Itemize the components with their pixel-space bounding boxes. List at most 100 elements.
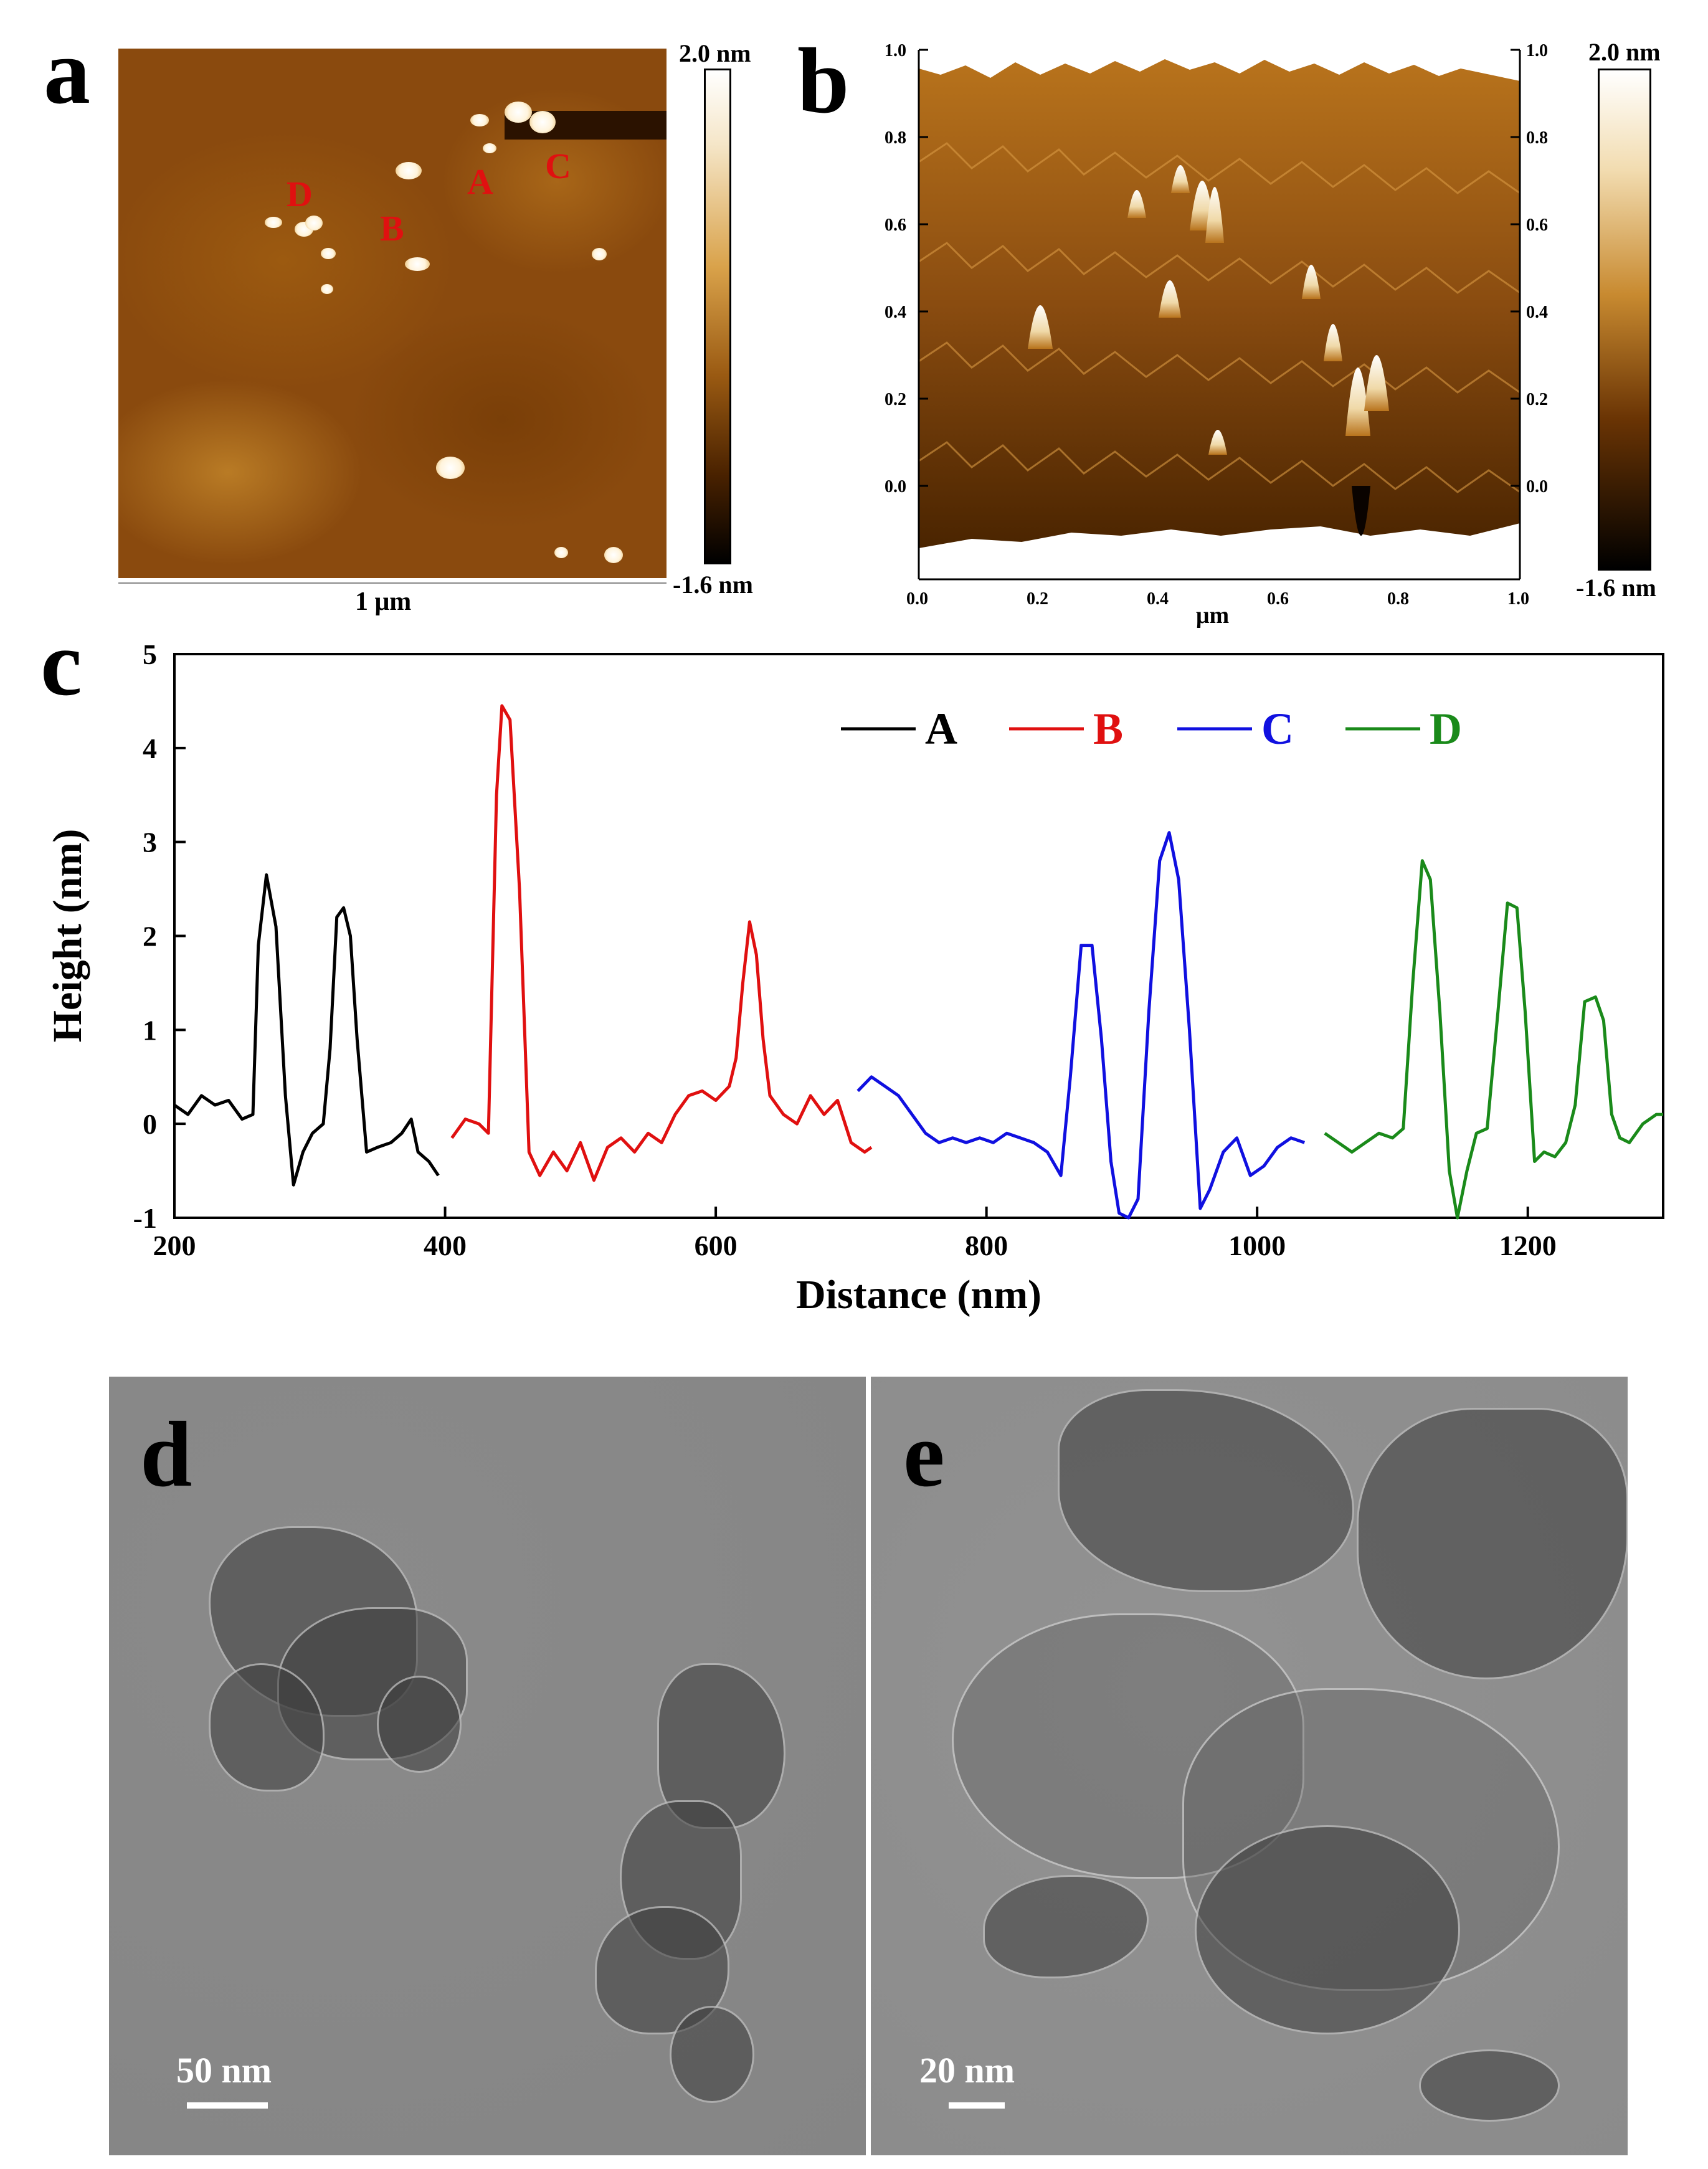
surface-peak — [1324, 324, 1342, 361]
y-tick-label-right: 0.2 — [1526, 390, 1548, 409]
x-axis-label: Distance (nm) — [796, 1272, 1041, 1317]
y-tick-label-left: 0.6 — [885, 216, 906, 235]
surface-peak — [1171, 165, 1190, 193]
x-tick-label: 0.6 — [1267, 589, 1289, 609]
x-tick-label: 1000 — [1228, 1230, 1286, 1261]
nanosheet — [983, 1875, 1149, 1978]
profile-label-d: D — [287, 174, 313, 214]
colorbar — [704, 69, 731, 564]
surface-peak — [1028, 305, 1053, 349]
particle — [554, 547, 568, 558]
x-tick-label: 0.0 — [906, 589, 928, 609]
particle — [592, 248, 607, 260]
particle — [321, 248, 336, 259]
y-tick-label-right: 0.0 — [1526, 477, 1548, 496]
nanosheet — [209, 1663, 325, 1792]
y-tick-label-right: 1.0 — [1526, 41, 1548, 60]
particle — [436, 457, 465, 479]
particle — [529, 111, 556, 133]
surface-peak — [1364, 355, 1389, 411]
x-tick-label: 1.0 — [1507, 589, 1529, 609]
nanosheet — [1419, 2049, 1560, 2122]
x-axis-unit: μm — [1196, 602, 1229, 629]
tem-image-d: 50 nm — [109, 1377, 866, 2155]
panel-letter-a: a — [44, 20, 90, 123]
particle — [604, 547, 623, 563]
scale-bar — [949, 2102, 1005, 2109]
surface-peak — [1302, 265, 1321, 299]
nanosheet — [670, 2006, 754, 2103]
x-tick-label: 0.8 — [1387, 589, 1409, 609]
surface-ridges — [918, 142, 1521, 493]
panel-letter-c: c — [40, 612, 82, 715]
line-chart: 200 400 600 800 1000 1200 -1 0 1 2 3 4 5 A B C D Distan… — [45, 638, 1664, 1317]
y-tick-label-right: 0.8 — [1526, 128, 1548, 148]
profile-label-a: A — [467, 161, 493, 202]
profile-label-b: B — [380, 208, 404, 249]
x-tick-label: 600 — [695, 1230, 738, 1261]
surface-pit — [1352, 486, 1370, 536]
nanosheet — [657, 1663, 785, 1829]
surface-body — [919, 59, 1520, 548]
colorbar-max-label: 2.0 nm — [1588, 38, 1661, 66]
y-tick-label: 0 — [143, 1108, 157, 1140]
x-tick-label: 1200 — [1499, 1230, 1557, 1261]
nanosheet — [1058, 1389, 1354, 1592]
particle — [505, 102, 532, 123]
y-tick-label: 1 — [143, 1014, 157, 1046]
scale-label: 1 μm — [355, 587, 412, 616]
colorbar-max-label: 2.0 nm — [679, 39, 751, 67]
series-line-a — [173, 873, 440, 1187]
x-tick-label: 0.2 — [1027, 589, 1048, 609]
series-line-b — [450, 704, 873, 1182]
colorbar-b — [1598, 69, 1651, 571]
colorbar-min-label: -1.6 nm — [1576, 574, 1656, 602]
particle — [265, 217, 282, 228]
y-tick-label: 4 — [143, 733, 157, 764]
particle — [405, 257, 430, 271]
particle — [470, 114, 489, 126]
y-tick-label: 3 — [143, 827, 157, 858]
x-tick-label: 400 — [424, 1230, 467, 1261]
surface-peak — [1127, 190, 1146, 218]
y-tick-marks — [919, 49, 1520, 487]
y-tick-label-left: 1.0 — [885, 41, 906, 60]
particle — [483, 143, 496, 153]
colorbar-min-label: -1.6 nm — [673, 571, 753, 599]
scale-label: 20 nm — [919, 2050, 1015, 2091]
legend: A B C D — [841, 704, 1462, 754]
series-line-d — [1324, 859, 1663, 1220]
particle — [305, 216, 323, 230]
y-tick-label: 5 — [143, 638, 157, 670]
nanosheet — [1357, 1408, 1628, 1679]
scale-label: 50 nm — [176, 2050, 272, 2091]
x-tick-label: 200 — [153, 1230, 196, 1261]
legend-label-a: A — [925, 704, 957, 754]
nanosheet — [1195, 1825, 1460, 2034]
y-tick-label-left: 0.4 — [885, 303, 906, 322]
surface-peak — [1208, 430, 1227, 455]
y-tick-label: 2 — [143, 921, 157, 952]
particle — [396, 162, 422, 179]
afm-3d-surface: 1.0 0.8 0.6 0.4 0.2 0.0 1.0 0.8 0.6 0.4 … — [885, 41, 1548, 629]
series-line-c — [856, 831, 1306, 1220]
y-tick-label-left: 0.8 — [885, 128, 906, 148]
tem-image-e: 20 nm — [871, 1377, 1628, 2155]
surface-peak — [1159, 280, 1181, 318]
panel-letter-b: b — [797, 29, 850, 133]
y-tick-label-right: 0.6 — [1526, 216, 1548, 235]
y-tick-label-left: 0.0 — [885, 477, 906, 496]
particle — [321, 284, 333, 294]
y-tick-label: -1 — [133, 1202, 157, 1234]
nanosheet — [377, 1676, 462, 1773]
scale-line — [118, 582, 667, 584]
legend-label-d: D — [1430, 704, 1462, 754]
panel-letter-e: e — [903, 1403, 945, 1506]
surface-peak — [1205, 187, 1224, 243]
legend-label-c: C — [1261, 704, 1294, 754]
surface-peak — [1345, 368, 1370, 436]
series-lines — [173, 704, 1663, 1220]
scale-bar — [187, 2102, 268, 2109]
y-tick-label-right: 0.4 — [1526, 303, 1548, 322]
x-tick-label: 800 — [965, 1230, 1008, 1261]
